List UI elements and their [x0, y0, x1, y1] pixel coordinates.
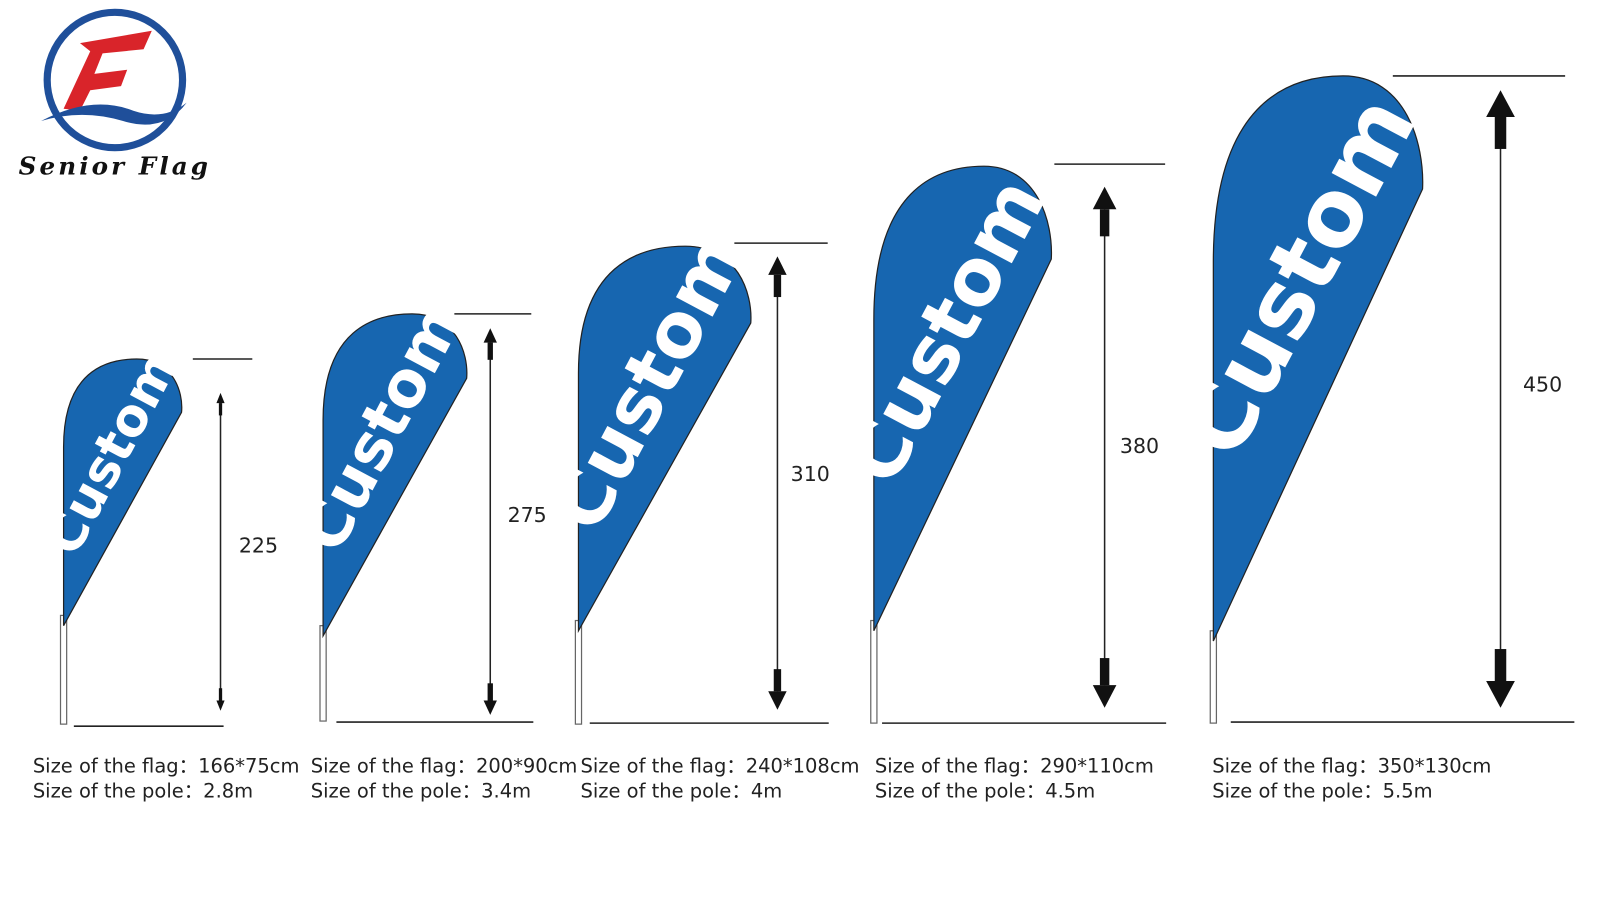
pole: [319, 625, 327, 722]
arrow-head: [768, 691, 787, 710]
pole: [59, 614, 68, 725]
pole: [1209, 630, 1218, 724]
flag: [322, 313, 468, 639]
arrow-stem: [487, 342, 493, 360]
arrow-stem: [1099, 209, 1110, 237]
arrow-head: [1092, 186, 1117, 210]
arrow-head: [483, 700, 497, 715]
height-label: 380: [1120, 434, 1159, 458]
arrow-head: [216, 700, 225, 711]
arrow-stem: [1494, 649, 1507, 682]
flag: [62, 358, 183, 626]
arrow-stem: [1494, 116, 1507, 149]
arrow-head: [1486, 90, 1515, 117]
arrow-stem: [773, 274, 782, 298]
height-label: 225: [239, 534, 278, 558]
logo-letter: [63, 30, 152, 111]
flag: [1212, 75, 1424, 642]
flag-size: Size of the flag：290*110cm: [875, 755, 1154, 778]
logo-text: Senior Flag: [19, 152, 211, 181]
height-label: 310: [791, 462, 830, 486]
arrow-stem: [218, 403, 223, 416]
pole-size: Size of the pole：4.5m: [875, 779, 1095, 802]
pole: [574, 619, 583, 725]
arrow-head: [1092, 685, 1117, 708]
arrow-stem: [218, 688, 223, 701]
arrow-stem: [773, 669, 782, 692]
arrow-head: [1486, 681, 1515, 708]
height-label: 450: [1523, 373, 1562, 397]
pole-size: Size of the pole：4m: [581, 779, 783, 802]
flag: [873, 165, 1053, 632]
pole-size: Size of the pole：2.8m: [33, 779, 253, 802]
flag: [577, 245, 752, 634]
logo: Senior Flag: [19, 8, 211, 181]
arrow-head: [216, 392, 225, 404]
height-label: 275: [508, 503, 547, 527]
arrow-head: [483, 328, 497, 343]
pole-size: Size of the pole：5.5m: [1212, 779, 1432, 802]
flag-size: Size of the flag：166*75cm: [33, 755, 300, 778]
flag-size: Size of the flag：240*108cm: [581, 755, 860, 778]
arrow-stem: [1099, 658, 1110, 686]
flag-size: Size of the flag：200*90cm: [311, 755, 578, 778]
logo-ring: [43, 8, 187, 152]
pole: [870, 619, 878, 724]
logo-wave: [41, 102, 187, 125]
pole-size: Size of the pole：3.4m: [311, 779, 531, 802]
arrow-stem: [487, 683, 493, 701]
arrow-head: [768, 256, 787, 275]
flag-size: Size of the flag：350*130cm: [1212, 755, 1491, 778]
